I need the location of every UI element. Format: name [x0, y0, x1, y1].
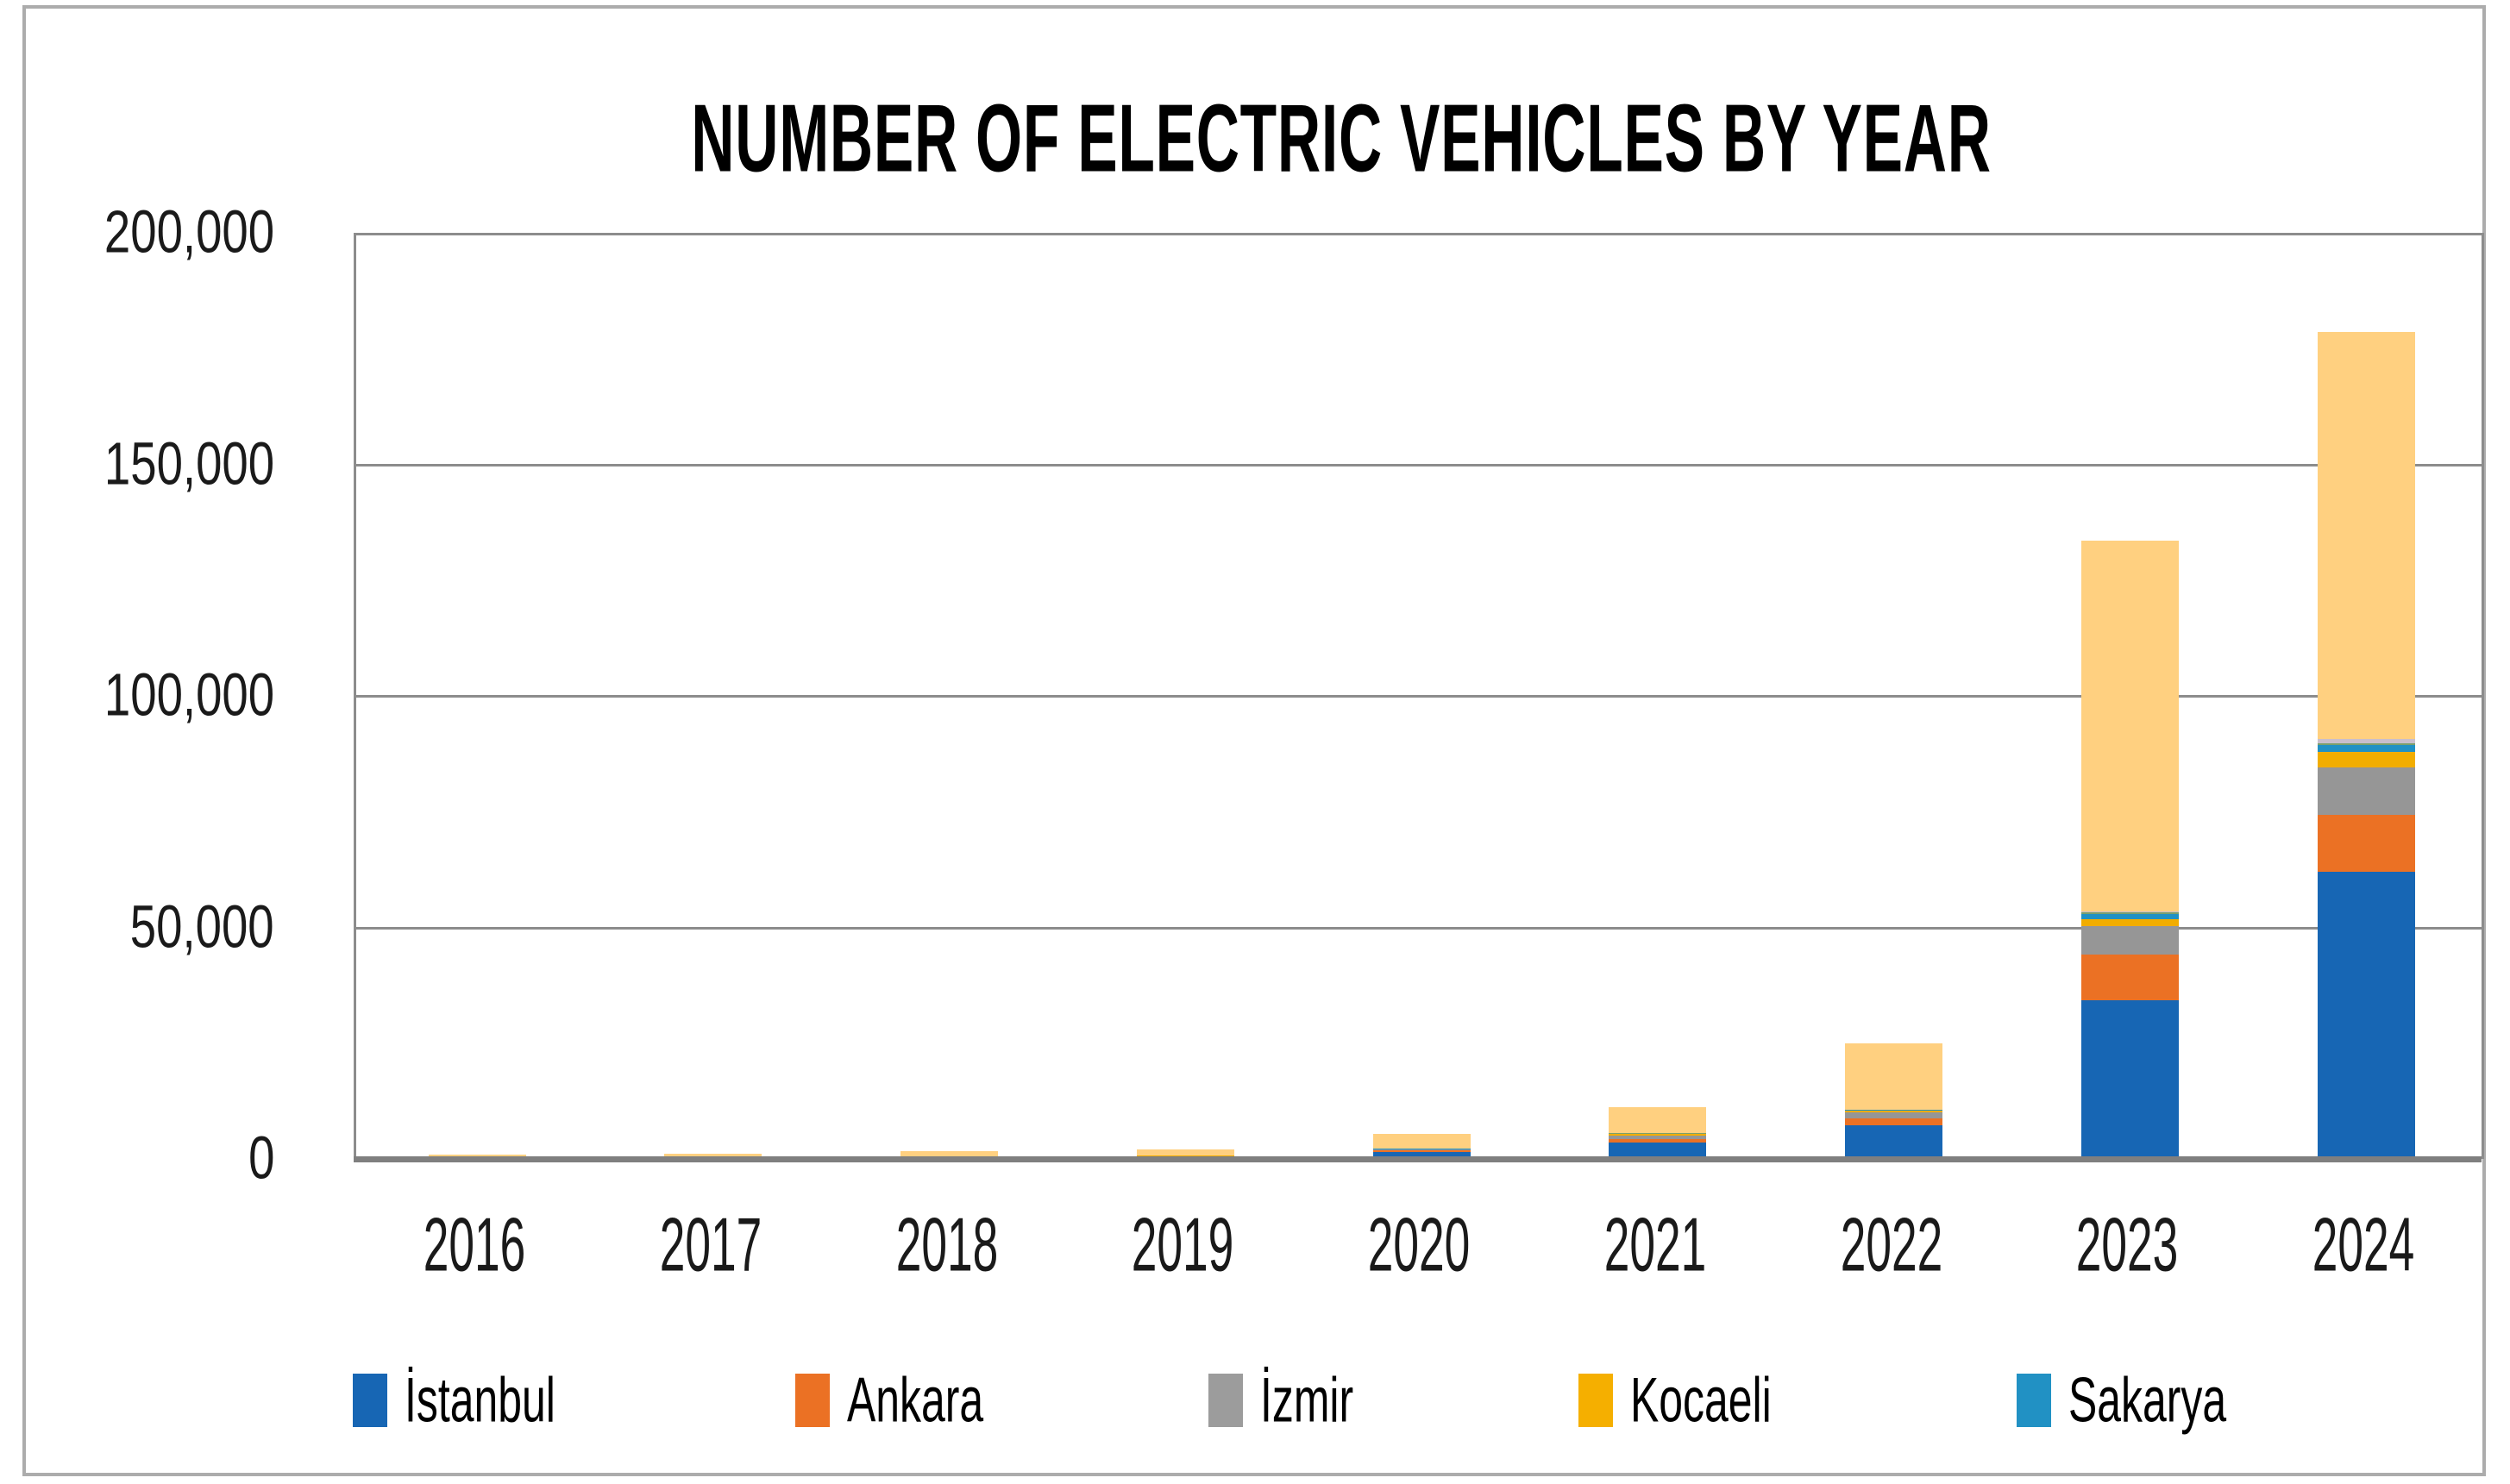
chart-title: NUMBER OF ELECTRIC VEHICLES BY YEAR: [691, 85, 1992, 192]
x-tick-label-2018: 2018: [895, 1203, 998, 1287]
x-tick-label-2023: 2023: [2075, 1203, 2179, 1287]
bar-segment-2020-unlabeled-tan-top: [1373, 1134, 1471, 1149]
bar-segment-2023-unlabeled-tan-top: [2081, 541, 2179, 911]
y-tick-label: 50,000: [130, 893, 274, 961]
bar-segment-2023-unlabeled-green: [2081, 911, 2179, 915]
plot-area: [354, 233, 2484, 1159]
x-tick-label-2017: 2017: [659, 1203, 762, 1287]
bar-segment-2019-unlabeled-tan-top: [1137, 1149, 1234, 1155]
bar-segment-2021-izmir: [1609, 1135, 1706, 1139]
bar-segment-2022-kocaeli: [1845, 1110, 1942, 1112]
bar-segment-2024-unlabeled-lavender: [2318, 738, 2415, 743]
y-tick-label: 100,000: [104, 661, 274, 729]
bar-segment-2019-ankara: [1137, 1155, 1234, 1157]
bar-segment-2021-ankara: [1609, 1138, 1706, 1143]
bar-segment-2019-izmir: [1137, 1155, 1234, 1156]
bar-segment-2023-ankara: [2081, 954, 2179, 1000]
bar-segment-2024-unlabeled-green: [2318, 742, 2415, 746]
bar-segment-2022-unlabeled-tan-top: [1845, 1043, 1942, 1110]
bar-segment-2022-izmir: [1845, 1111, 1942, 1119]
x-tick-label-2019: 2019: [1131, 1203, 1234, 1287]
bar-segment-2023-unlabeled-lavender: [2081, 911, 2179, 912]
gridline: [356, 464, 2482, 466]
y-tick-label: 150,000: [104, 430, 274, 498]
bar-segment-2023-sakarya: [2081, 914, 2179, 920]
bar-segment-2023-izmir: [2081, 926, 2179, 955]
bar-segment-2024-unlabeled-tan-top: [2318, 332, 2415, 739]
bar-segment-2024-ankara: [2318, 815, 2415, 873]
bar-segment-2021-istanbul: [1609, 1143, 1706, 1159]
bar-segment-2021-kocaeli: [1609, 1134, 1706, 1136]
y-tick-label: 200,000: [104, 198, 274, 266]
x-tick-label-2022: 2022: [1840, 1203, 1942, 1287]
bar-segment-2020-izmir: [1373, 1149, 1471, 1150]
y-tick-label: 0: [248, 1124, 274, 1193]
gridline: [356, 233, 2482, 235]
x-axis-line: [354, 1156, 2482, 1162]
bar-segment-2023-kocaeli: [2081, 919, 2179, 927]
bar-segment-2018-kocaeli: [900, 1155, 998, 1157]
x-tick-label-2020: 2020: [1367, 1203, 1471, 1287]
bar-segment-2020-ankara: [1373, 1149, 1471, 1153]
chart-border: [22, 5, 2486, 1476]
bar-segment-2022-unlabeled-green: [1845, 1109, 1942, 1110]
bar-segment-2023-istanbul: [2081, 999, 2179, 1159]
bar-segment-2022-sakarya: [1845, 1109, 1942, 1111]
gridline: [356, 695, 2482, 698]
bar-segment-2021-sakarya: [1609, 1133, 1706, 1134]
bar-segment-2024-izmir: [2318, 767, 2415, 816]
bar-segment-2022-istanbul: [1845, 1124, 1942, 1159]
bar-segment-2024-kocaeli: [2318, 751, 2415, 767]
bar-segment-2017-unlabeled-tan-top: [664, 1153, 762, 1158]
bar-segment-2019-kocaeli: [1137, 1155, 1234, 1156]
bar-segment-2024-sakarya: [2318, 745, 2415, 752]
bar-segment-2021-unlabeled-tan-top: [1609, 1106, 1706, 1134]
x-tick-label-2021: 2021: [1603, 1203, 1707, 1287]
bar-segment-2020-istanbul: [1373, 1152, 1471, 1159]
x-tick-label-2016: 2016: [423, 1203, 526, 1287]
bar-segment-2018-unlabeled-tan-top: [900, 1150, 998, 1156]
bar-segment-2021-unlabeled-green: [1609, 1132, 1706, 1134]
x-tick-label-2024: 2024: [2312, 1203, 2415, 1287]
bar-segment-2022-ankara: [1845, 1118, 1942, 1125]
bar-segment-2024-istanbul: [2318, 872, 2415, 1159]
gridline: [356, 927, 2482, 930]
